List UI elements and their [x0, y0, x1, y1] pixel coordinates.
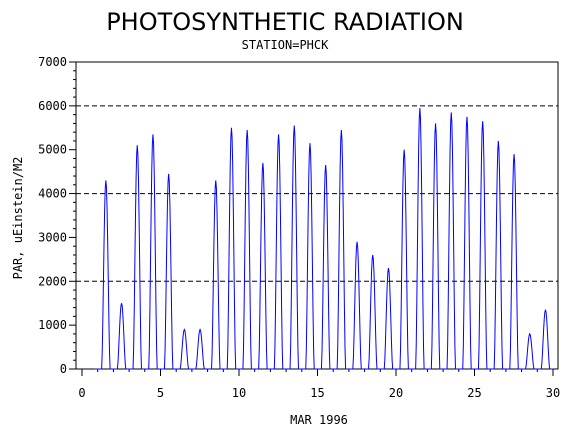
y-tick-label: 7000 — [38, 55, 67, 69]
chart-title: PHOTOSYNTHETIC RADIATION — [106, 8, 464, 36]
y-tick-label: 2000 — [38, 274, 67, 288]
x-axis-label: MAR 1996 — [290, 413, 348, 427]
y-tick-label: 5000 — [38, 143, 67, 157]
y-axis-label: PAR, uEinstein/M2 — [11, 157, 25, 280]
x-tick-label: 10 — [232, 386, 246, 400]
y-tick-label: 0 — [60, 362, 67, 376]
y-tick-label: 6000 — [38, 99, 67, 113]
x-tick-label: 25 — [467, 386, 481, 400]
chart-subtitle: STATION=PHCK — [242, 38, 329, 52]
y-axis: 0 1000 2000 3000 4000 5000 6000 7000 — [38, 55, 76, 376]
reference-lines — [76, 105, 558, 282]
y-tick-label: 4000 — [38, 187, 67, 201]
y-tick-label: 1000 — [38, 318, 67, 332]
x-axis: 0 5 10 15 20 25 30 — [78, 369, 560, 400]
x-tick-label: 15 — [310, 386, 324, 400]
x-tick-label: 20 — [389, 386, 403, 400]
x-tick-label: 0 — [78, 386, 85, 400]
par-series-line — [94, 108, 553, 370]
x-tick-label: 5 — [157, 386, 164, 400]
x-tick-label: 30 — [546, 386, 560, 400]
y-tick-label: 3000 — [38, 230, 67, 244]
